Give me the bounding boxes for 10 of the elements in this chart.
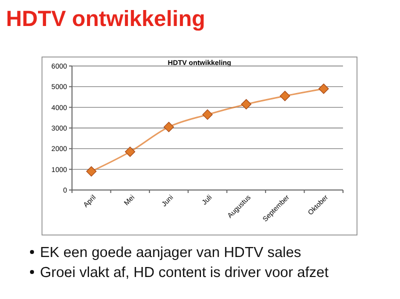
point [164,122,174,132]
point [241,99,252,110]
text: Groei vlakt af, HD content is driver voor afzet [40,265,328,281]
point [280,90,290,102]
point [318,84,329,94]
text: EK een goede aanjager van HDTV sales [40,245,302,261]
chart-title: HDTV ontwikkeling [6,6,206,31]
point [202,109,213,120]
point [124,146,136,157]
point [86,166,97,177]
